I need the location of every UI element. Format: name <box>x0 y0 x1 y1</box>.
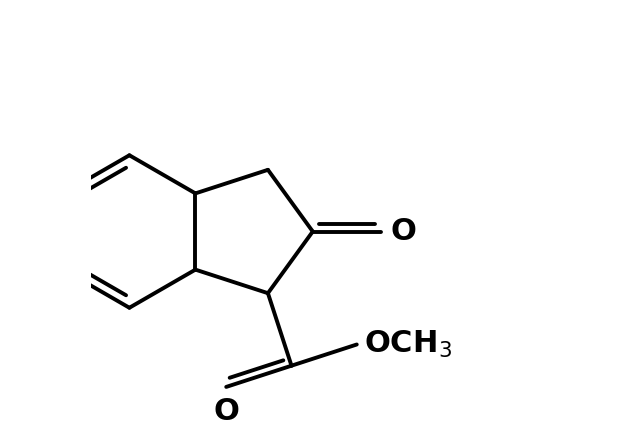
Text: O: O <box>390 217 417 246</box>
Text: OCH$_3$: OCH$_3$ <box>364 329 452 360</box>
Text: O: O <box>213 397 239 426</box>
